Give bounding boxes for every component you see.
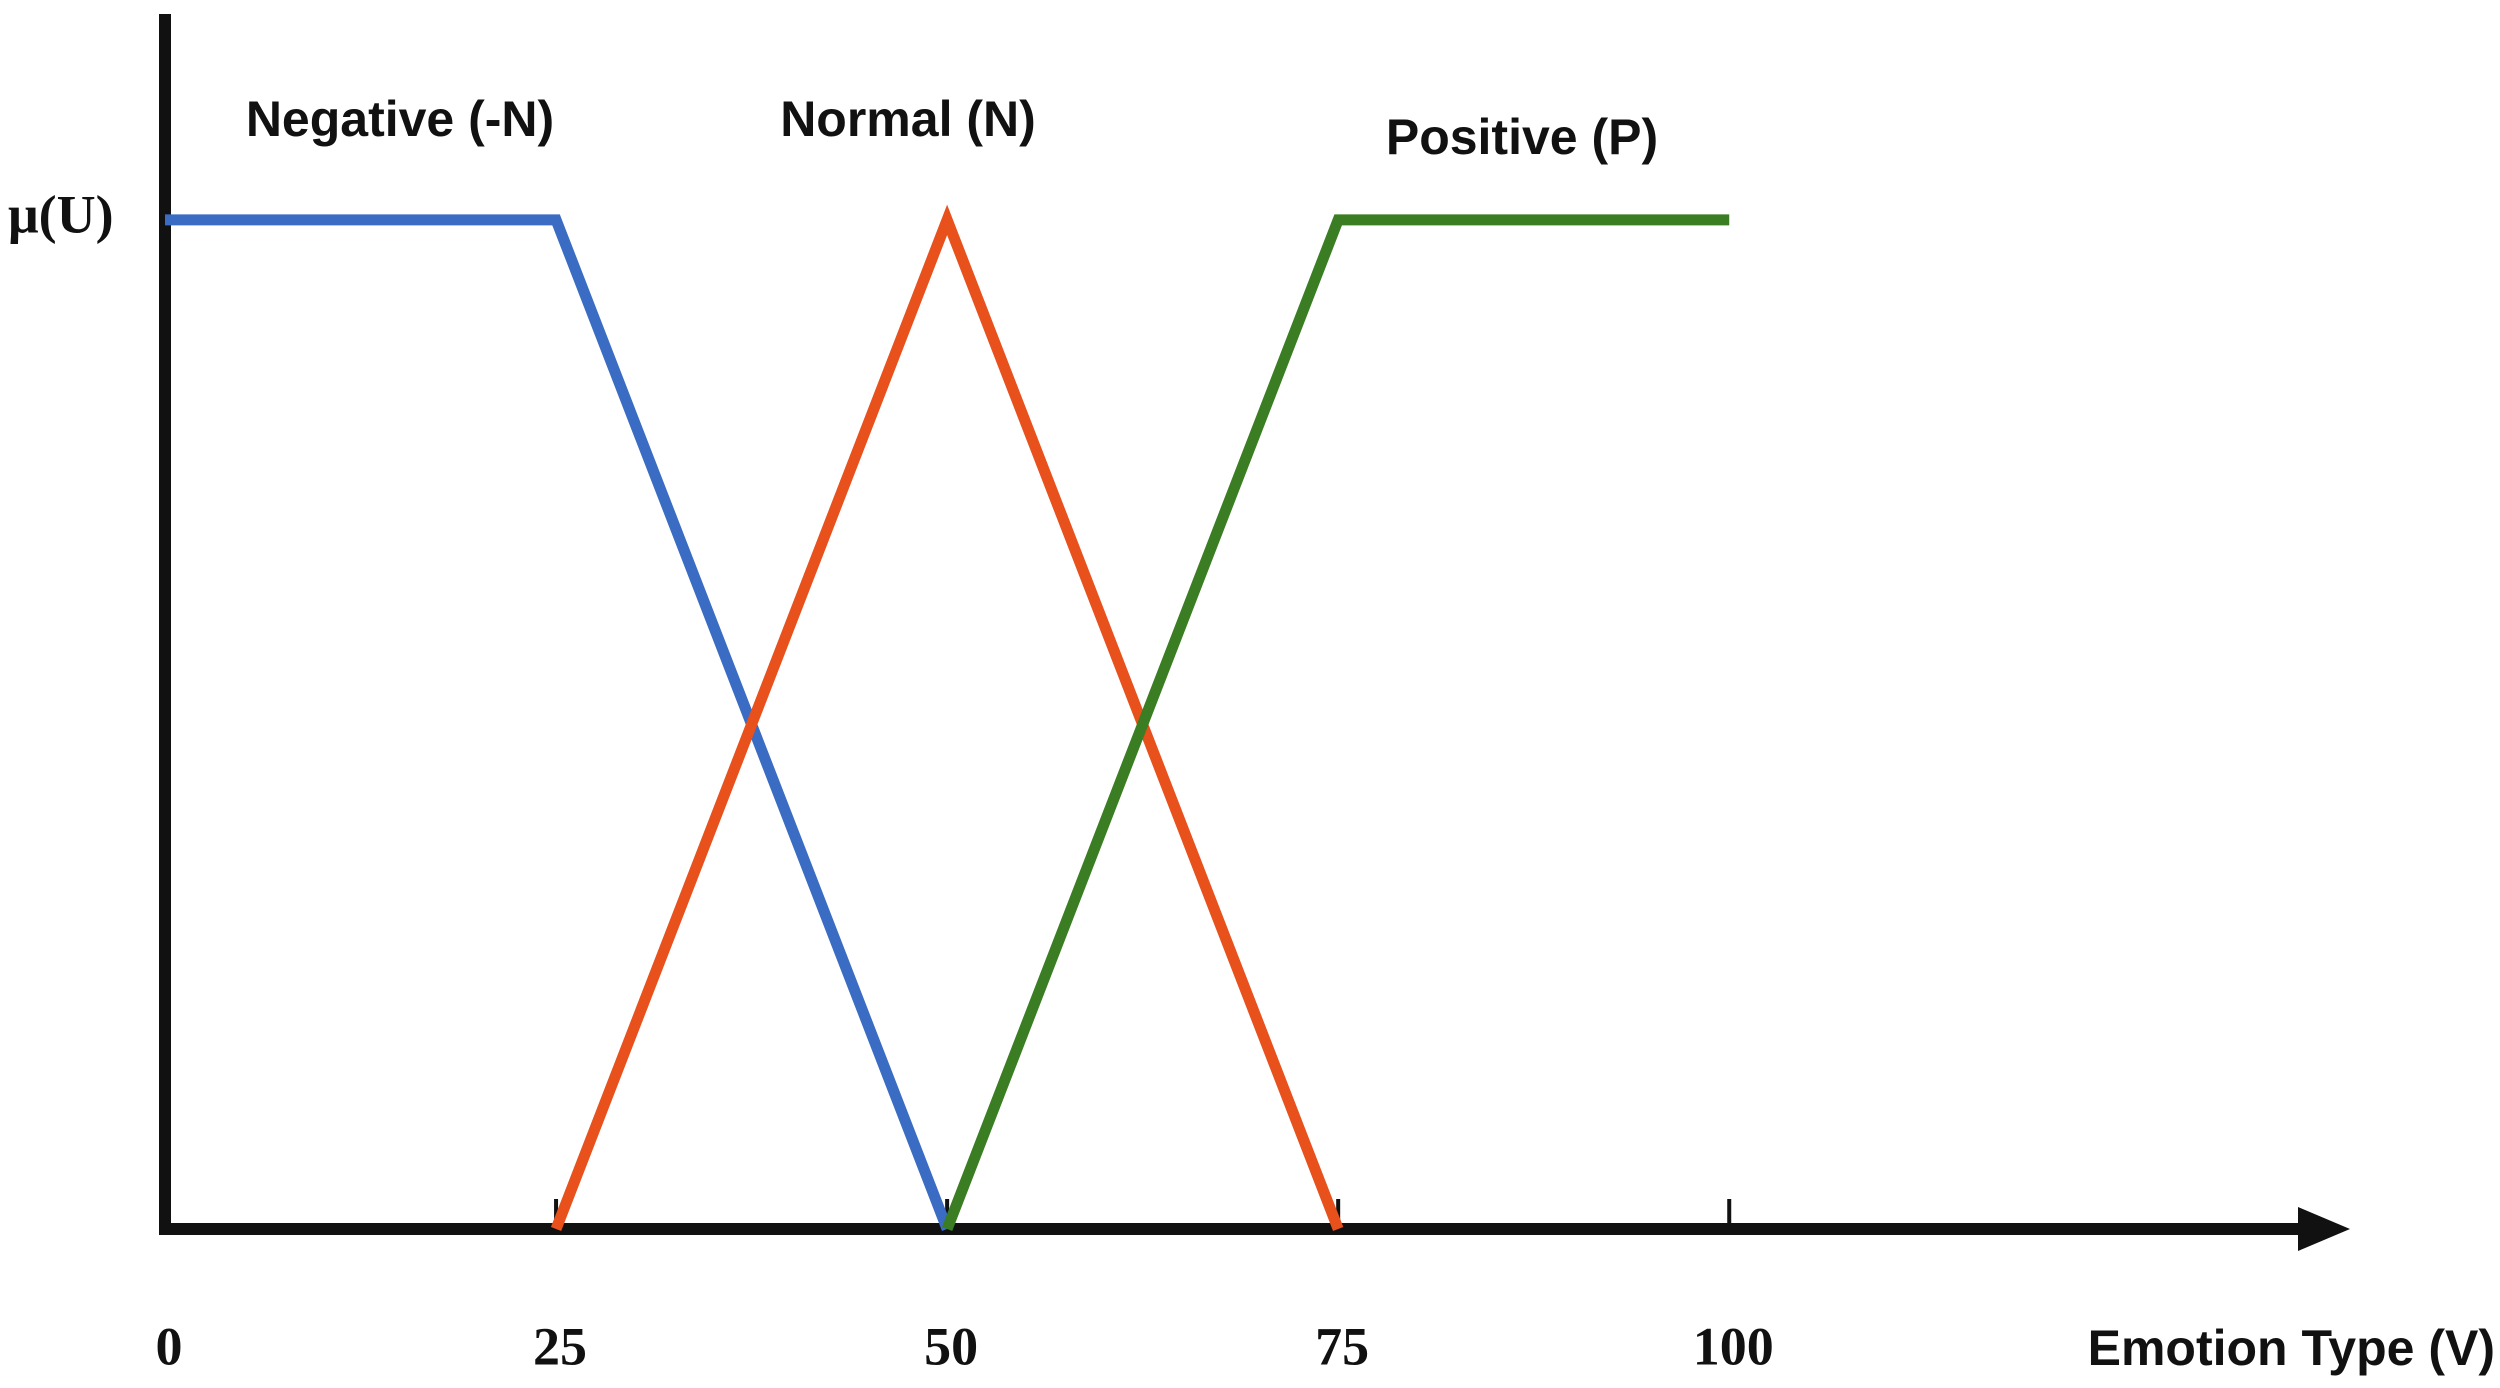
x-axis-label: Emotion Type (V) — [2088, 1320, 2495, 1376]
x-tick-label: 25 — [533, 1316, 587, 1376]
x-tick-label: 0 — [156, 1316, 183, 1376]
x-tick-label: 75 — [1315, 1316, 1369, 1376]
y-axis-label: μ(U) — [8, 184, 114, 244]
x-axis-arrow — [2298, 1207, 2350, 1251]
series-label: Positive (P) — [1386, 109, 1658, 165]
series-label: Normal (N) — [780, 91, 1036, 147]
series-line — [941, 214, 1730, 1231]
series-label: Negative (-N) — [246, 91, 554, 147]
x-tick-label: 100 — [1693, 1316, 1774, 1376]
x-tick-label: 50 — [924, 1316, 978, 1376]
series-line — [165, 214, 953, 1231]
series-line — [550, 204, 1344, 1231]
